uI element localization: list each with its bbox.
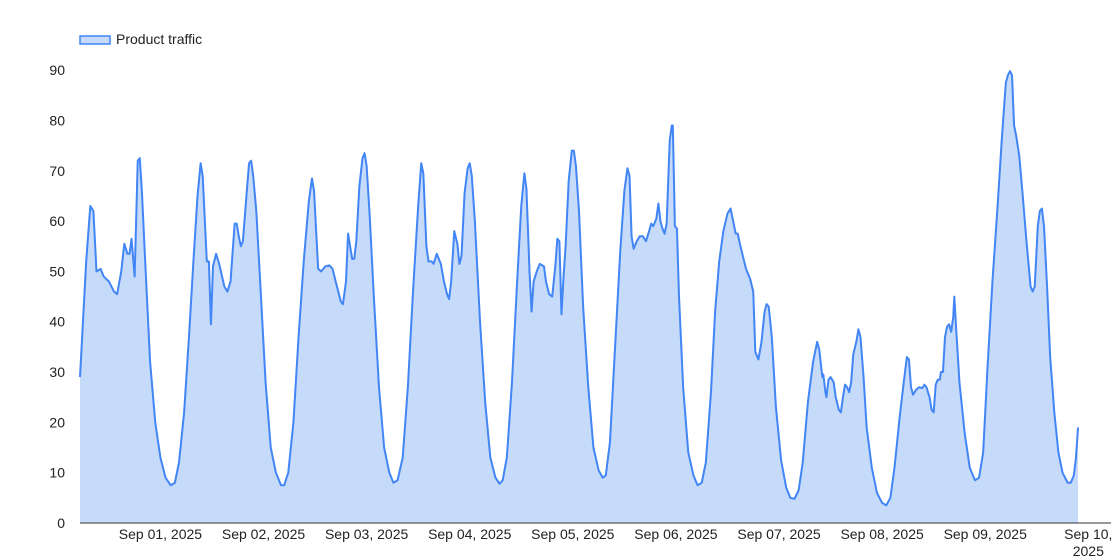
x-tick-label: Sep 08, 2025 bbox=[840, 526, 924, 542]
series-area-fill bbox=[80, 71, 1079, 523]
x-tick-label: Sep 04, 2025 bbox=[428, 526, 512, 542]
x-tick-label: Sep 03, 2025 bbox=[325, 526, 409, 542]
x-tick-label: Sep 10, 2025 bbox=[1064, 526, 1112, 559]
legend-label: Product traffic bbox=[116, 31, 202, 47]
y-tick-label: 80 bbox=[49, 112, 65, 128]
y-tick-label: 40 bbox=[49, 314, 65, 330]
x-axis-ticks: Sep 01, 2025 Sep 02, 2025 Sep 03, 2025 Sep … bbox=[119, 526, 1113, 559]
y-tick-label: 10 bbox=[49, 465, 65, 481]
legend-swatch bbox=[79, 35, 111, 45]
y-tick-label: 50 bbox=[49, 263, 65, 279]
y-tick-label: 20 bbox=[49, 414, 65, 430]
x-tick-label: Sep 05, 2025 bbox=[531, 526, 615, 542]
series-line bbox=[79, 70, 1080, 507]
x-tick-label: Sep 02, 2025 bbox=[222, 526, 306, 542]
y-tick-label: 30 bbox=[49, 364, 65, 380]
x-tick-label: Sep 06, 2025 bbox=[634, 526, 718, 542]
y-tick-label: 90 bbox=[49, 62, 65, 78]
y-tick-label: 60 bbox=[49, 213, 65, 229]
y-tick-label: 0 bbox=[57, 515, 65, 531]
legend: Product traffic bbox=[79, 31, 202, 47]
plot-area bbox=[79, 70, 1080, 523]
x-tick-label: Sep 01, 2025 bbox=[119, 526, 203, 542]
y-axis-ticks: 0 10 20 30 40 50 60 70 80 90 bbox=[49, 62, 65, 531]
x-tick-label: Sep 09, 2025 bbox=[944, 526, 1028, 542]
x-tick-label: Sep 07, 2025 bbox=[737, 526, 821, 542]
y-tick-label: 70 bbox=[49, 163, 65, 179]
